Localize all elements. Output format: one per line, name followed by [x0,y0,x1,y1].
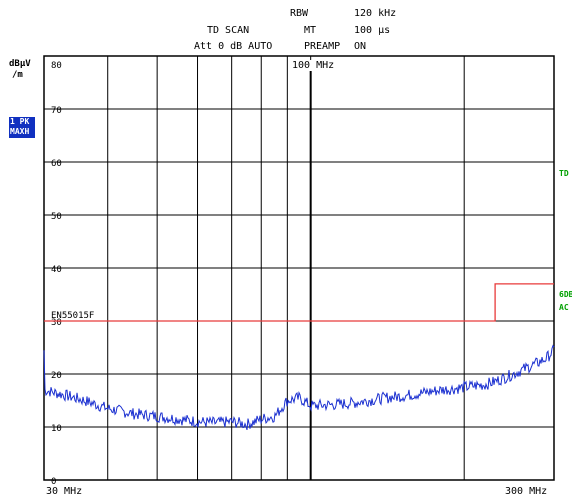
rbw-value: 120 kHz [354,8,397,19]
y-tick-label: 10 [51,424,62,434]
y-tick-label: 40 [51,265,62,275]
attenuation: Att 0 dB AUTO [194,41,273,52]
preamp-value: ON [354,41,367,52]
mt-label: MT [304,25,317,36]
marker-label: 100 MHz [290,60,337,71]
preamp-label: PREAMP [304,41,341,52]
y-tick-label: 20 [51,371,62,381]
mt-value: 100 µs [354,25,391,36]
y-tick-label: 80 [51,61,62,71]
trace-badge-mode: MAXH [10,127,30,136]
limit-line-label: EN55015F [51,311,94,321]
y-unit-bottom: /m [12,70,23,80]
scan-mode: TD SCAN [207,25,250,36]
trace-badge[interactable]: 1 PK MAXH [9,117,35,138]
x-stop-label: 300 MHz [505,486,548,497]
y-unit-top: dBµV [9,59,31,69]
y-tick-label: 60 [51,159,62,169]
y-tick-label: 70 [51,106,62,116]
y-tick-label: 50 [51,212,62,222]
y-tick-labels: 0 10 20 30 40 50 60 70 80 [51,61,62,487]
rbw-label: RBW [290,8,309,19]
y-tick-label: 0 [51,477,56,487]
right-label-ac: AC [559,303,569,312]
trace-badge-detector: 1 PK [10,117,30,126]
y-tick-label: 30 [51,318,62,328]
limit-line [44,283,554,322]
trace-line [43,344,555,431]
right-label-6db: 6DB [559,290,572,299]
grid [44,56,554,480]
right-label-td: TD [559,169,569,178]
x-start-label: 30 MHz [46,486,83,497]
